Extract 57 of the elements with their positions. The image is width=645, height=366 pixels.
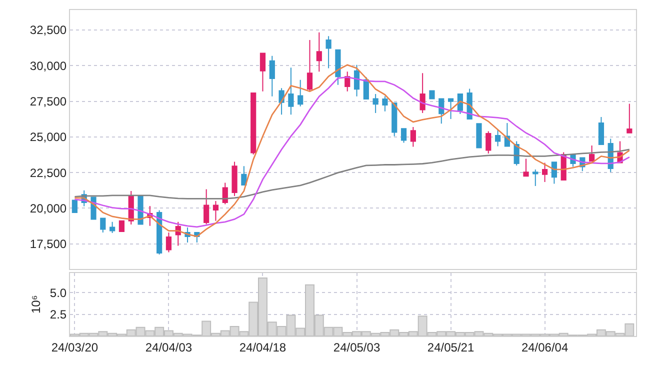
y-tick-label: 20,000	[30, 201, 67, 216]
candlestick	[250, 92, 256, 155]
candlestick	[598, 116, 604, 145]
candlestick	[382, 96, 388, 112]
y-tick-label: 27,500	[30, 94, 67, 108]
x-tick-label: 24/04/03	[145, 340, 192, 354]
candlestick	[542, 162, 548, 182]
candlestick	[523, 158, 529, 177]
candlestick	[354, 64, 360, 97]
candlestick	[551, 162, 558, 184]
candlestick	[410, 126, 416, 148]
candlestick	[429, 90, 435, 100]
x-tick-label: 24/05/03	[333, 340, 380, 354]
candlestick	[494, 129, 501, 147]
x-tick-label: 24/06/04	[521, 340, 568, 354]
y-tick-label: 25,000	[30, 130, 67, 144]
candlestick	[420, 72, 426, 114]
x-tick-label: 24/05/21	[427, 340, 474, 354]
candlestick	[100, 218, 106, 233]
candlestick	[204, 188, 210, 225]
candlestick	[589, 144, 595, 162]
candlestick	[316, 32, 322, 72]
candlestick	[326, 36, 332, 69]
candlestick	[372, 94, 378, 114]
x-tick-label: 24/03/20	[51, 340, 98, 354]
candlestick	[241, 166, 247, 186]
y-tick-label: 30,000	[30, 58, 67, 73]
candlestick	[72, 200, 78, 214]
candlestick	[400, 128, 407, 144]
candlestick	[269, 55, 275, 97]
candlestick	[222, 182, 228, 205]
candlestick	[486, 130, 492, 154]
y-tick-label: 22,500	[30, 166, 67, 180]
y-tick-label: 17,500	[30, 237, 67, 252]
candlestick	[335, 49, 341, 86]
candlestick	[156, 210, 162, 255]
candlestick	[166, 232, 172, 253]
line-series	[74, 148, 630, 200]
x-tick-label: 24/04/18	[239, 340, 286, 354]
y-axis-title: 10⁶	[29, 295, 44, 314]
y-tick-label: 2.5	[50, 308, 67, 322]
candlestick	[476, 123, 482, 148]
candlestick	[392, 102, 398, 137]
candlestick	[288, 67, 294, 116]
candlestick	[110, 221, 116, 234]
candlestick	[212, 200, 219, 222]
candlestick	[118, 220, 125, 232]
y-tick-label: 5.0	[50, 286, 67, 300]
candlestick	[260, 52, 266, 92]
candlestick	[306, 39, 313, 92]
y-tick-label: 32,500	[30, 23, 67, 38]
candlestick	[532, 168, 538, 186]
candlestick	[232, 161, 238, 196]
candlestick	[626, 103, 632, 134]
candlestick	[448, 98, 454, 120]
candlestick	[438, 98, 444, 124]
candlestick	[298, 79, 304, 107]
